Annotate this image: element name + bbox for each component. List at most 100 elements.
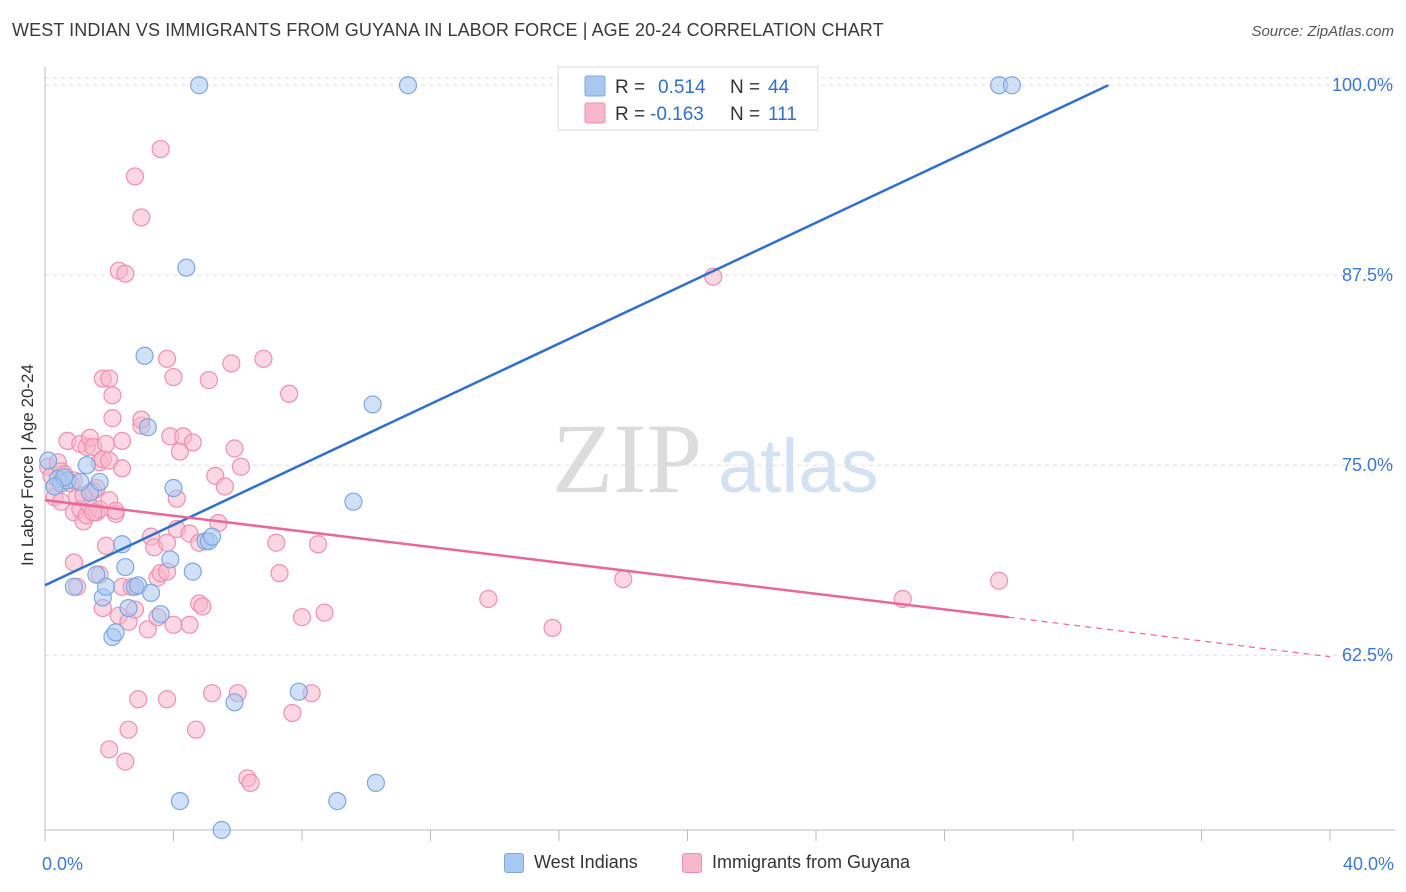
guyana-point xyxy=(183,433,202,452)
west-indian-point xyxy=(45,477,64,496)
guyana-trendline xyxy=(44,498,1009,619)
guyana-point xyxy=(103,386,122,405)
west-indian-point xyxy=(39,451,58,470)
legend-swatch-west-indians xyxy=(584,75,606,97)
guyana-point xyxy=(132,208,151,227)
west-indian-point xyxy=(289,682,308,701)
legend-top: R = 0.514 N = 44 R = -0.163 N = 111 xyxy=(557,66,819,131)
trend-lines xyxy=(44,84,1331,658)
west-indian-point xyxy=(64,577,84,596)
guyana-point xyxy=(129,690,148,709)
guyana-point xyxy=(193,597,212,616)
guyana-point xyxy=(308,535,328,554)
guyana-point xyxy=(292,608,312,627)
guyana-point xyxy=(241,773,260,792)
legend-item-west-indians[interactable]: West Indians xyxy=(504,852,638,873)
west-indian-point xyxy=(135,346,154,365)
legend-bottom: West Indians Immigrants from Guyana xyxy=(0,852,1406,876)
west-indian-point xyxy=(398,76,418,95)
legend-n-label-2: N = xyxy=(730,104,760,125)
guyana-point xyxy=(202,684,222,703)
west-indian-point xyxy=(202,527,222,546)
x-tick-label-max: 40.0% xyxy=(1343,854,1394,874)
guyana-point xyxy=(270,564,289,583)
guyana-point xyxy=(112,459,132,478)
guyana-point xyxy=(96,536,116,555)
guyana-point xyxy=(100,740,119,759)
watermark-atlas: atlas xyxy=(718,424,879,509)
guyana-point xyxy=(225,439,244,458)
legend-swatch-pink xyxy=(682,852,702,873)
legend-n-label-1: N = xyxy=(730,77,760,98)
guyana-point xyxy=(254,349,273,368)
guyana-point xyxy=(116,752,135,771)
guyana-point xyxy=(267,533,286,552)
west-indian-point xyxy=(96,577,116,596)
legend-r-value-1: 0.514 xyxy=(658,77,706,98)
west-indian-point xyxy=(183,562,202,581)
guyana-point xyxy=(157,690,177,709)
y-axis-label: In Labor Force | Age 20-24 xyxy=(18,364,37,566)
west-indian-point xyxy=(225,693,244,712)
west-indian-point xyxy=(190,76,209,95)
guyana-point xyxy=(103,409,122,428)
watermark-zip: ZIP xyxy=(552,403,702,514)
source-label: Source: ZipAtlas.com xyxy=(1251,23,1394,40)
west-indian-point xyxy=(77,456,96,475)
guyana-point xyxy=(106,501,125,520)
west-indian-point xyxy=(119,598,138,618)
west-indian-point xyxy=(151,605,170,624)
chart-title: WEST INDIAN VS IMMIGRANTS FROM GUYANA IN… xyxy=(12,20,884,40)
west-indian-point xyxy=(212,820,231,840)
y-tick-label: 100.0% xyxy=(1332,75,1393,95)
guyana-point xyxy=(614,570,633,589)
legend-item-guyana[interactable]: Immigrants from Guyana xyxy=(682,852,910,873)
guyana-point xyxy=(112,431,132,451)
guyana-point xyxy=(96,434,116,454)
guyana-point xyxy=(180,615,199,634)
west-indian-point xyxy=(106,623,125,642)
gridlines xyxy=(45,77,1395,656)
guyana-point xyxy=(543,618,562,637)
guyana-point xyxy=(280,384,299,403)
guyana-point xyxy=(100,369,119,388)
west-indian-point xyxy=(71,472,90,492)
legend-r-value-2: -0.163 xyxy=(650,104,704,125)
west-indian-point xyxy=(116,557,135,577)
legend-r-label-1: R = xyxy=(615,77,645,98)
y-tick-label: 87.5% xyxy=(1342,265,1393,285)
west-indian-point xyxy=(170,792,190,811)
guyana-point xyxy=(479,589,498,609)
guyana-point xyxy=(116,264,135,283)
axes: 62.5% 75.0% 87.5% 100.0% xyxy=(44,67,1395,841)
guyana-point xyxy=(215,477,234,496)
y-tick-label: 75.0% xyxy=(1342,455,1393,475)
guyana-point xyxy=(315,603,334,622)
west-indian-point xyxy=(90,472,109,492)
west-indian-point xyxy=(87,565,106,584)
west-indian-point xyxy=(177,258,196,277)
guyana-point xyxy=(199,371,218,390)
guyana-point xyxy=(283,703,302,723)
west-indian-point xyxy=(1002,76,1022,95)
west-indian-point xyxy=(141,583,161,602)
west-indian-point xyxy=(164,478,183,498)
guyana-point xyxy=(125,167,145,186)
west-indian-trendline xyxy=(44,84,1109,587)
west-indian-point xyxy=(328,792,347,811)
legend-label-guyana: Immigrants from Guyana xyxy=(712,852,911,872)
guyana-point xyxy=(222,354,241,373)
legend-swatch-guyana xyxy=(584,102,606,124)
x-tick-label-min: 0.0% xyxy=(42,854,83,874)
y-tick-label: 62.5% xyxy=(1342,645,1393,665)
west-indian-points xyxy=(39,76,1022,840)
west-indian-point xyxy=(138,418,157,437)
guyana-trendline-extension xyxy=(1008,616,1331,658)
legend-n-value-1: 44 xyxy=(768,77,790,98)
guyana-point xyxy=(164,367,183,387)
guyana-point xyxy=(84,503,103,522)
guyana-point xyxy=(157,349,177,368)
guyana-point xyxy=(186,720,206,739)
west-indian-point xyxy=(366,773,385,792)
